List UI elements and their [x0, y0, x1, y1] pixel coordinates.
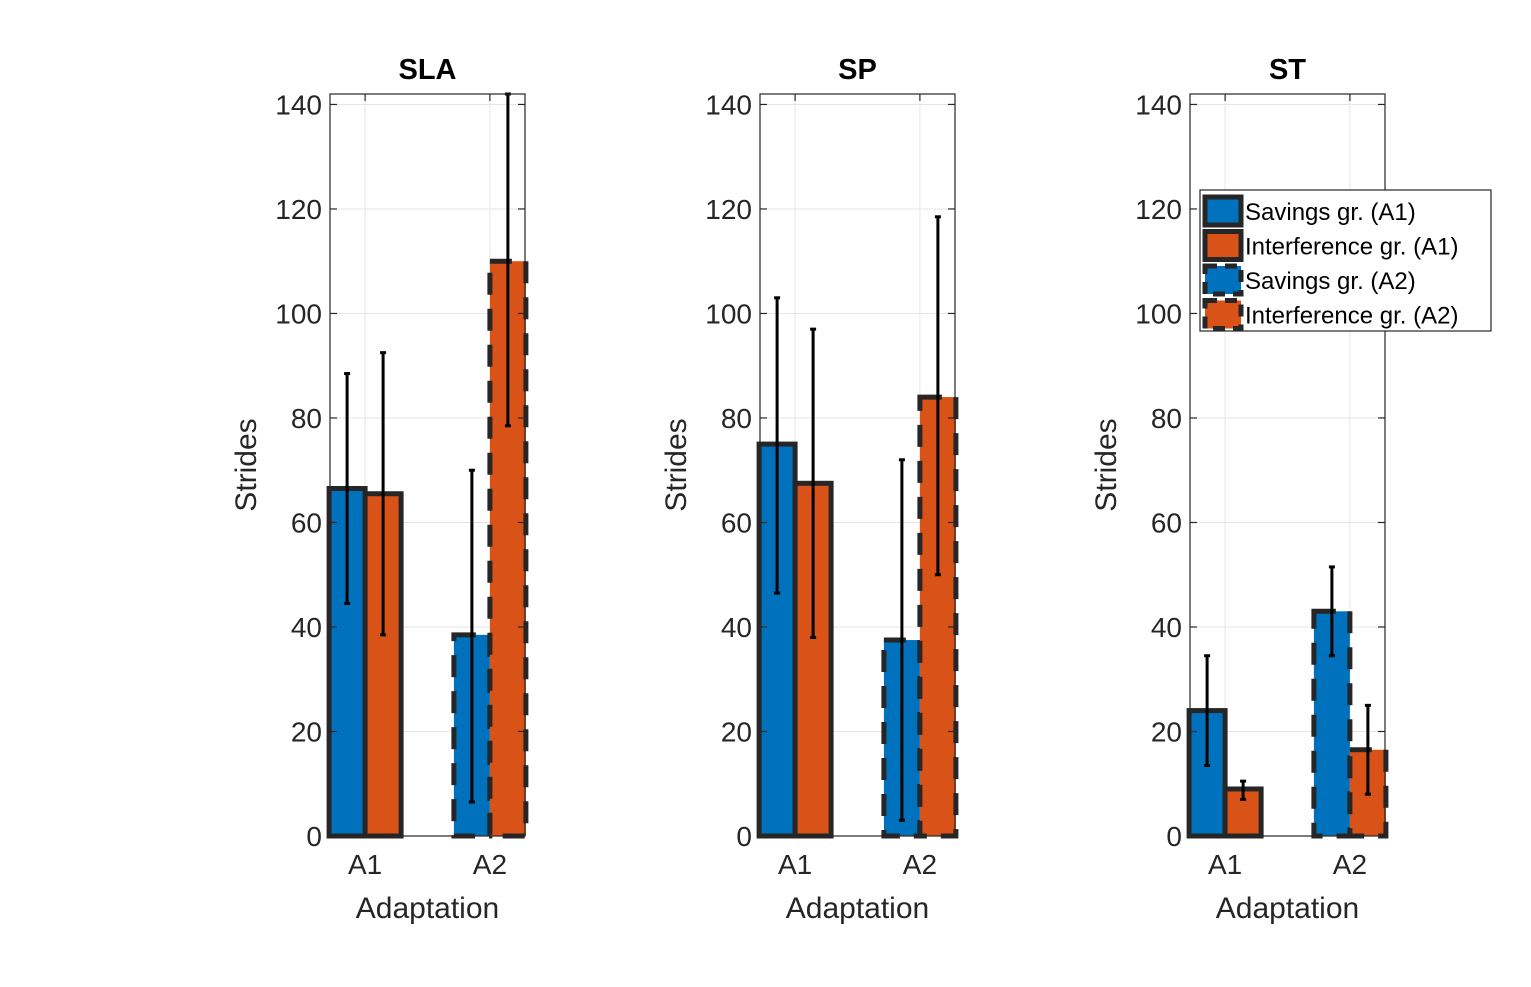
- y-tick-label: 80: [721, 403, 752, 434]
- y-axis-label: Strides: [660, 418, 693, 511]
- y-tick-label: 0: [306, 821, 322, 852]
- y-tick-label: 60: [721, 507, 752, 538]
- y-tick-label: 40: [721, 612, 752, 643]
- y-tick-label: 100: [275, 298, 322, 329]
- legend-label-3: Savings gr. (A2): [1245, 268, 1416, 295]
- y-tick-label: 80: [291, 403, 322, 434]
- y-tick-label: 120: [275, 194, 322, 225]
- x-axis-label: Adaptation: [786, 892, 929, 925]
- panel-sla: 0 20 40 60 80 100 120 140 A1 A2 SLA Adaptation Strid…: [230, 54, 529, 925]
- panel-st: 0 20 40 60 80 100 120 140 A1 A2 ST Adaptation Stride…: [1090, 54, 1389, 925]
- panel-title: ST: [1269, 54, 1306, 86]
- y-axis-label: Strides: [230, 418, 263, 511]
- y-tick-label: 140: [275, 89, 322, 120]
- y-axis-label: Strides: [1090, 418, 1123, 511]
- y-tick-label: 120: [1135, 194, 1182, 225]
- x-tick-label: A1: [1208, 849, 1242, 880]
- x-tick-label: A1: [778, 849, 812, 880]
- axes-box: [329, 93, 526, 837]
- x-tick-label: A2: [1333, 849, 1367, 880]
- y-tick-label: 40: [1151, 612, 1182, 643]
- legend-swatch-3: [1202, 263, 1244, 297]
- y-tick-label: 0: [1166, 821, 1182, 852]
- y-tick-label: 0: [736, 821, 752, 852]
- legend-swatch-4: [1202, 298, 1244, 331]
- legend-swatch-2: [1202, 229, 1244, 262]
- legend-label-2: Interference gr. (A1): [1245, 234, 1458, 261]
- y-tick-label: 60: [291, 507, 322, 538]
- axes-box: [1189, 93, 1386, 837]
- panel-title: SLA: [399, 54, 457, 86]
- legend-label-4: Interference gr. (A2): [1245, 303, 1458, 330]
- x-axis-label: Adaptation: [1216, 892, 1359, 925]
- legend-label-1: Savings gr. (A1): [1245, 199, 1416, 226]
- bar-interference-a1: [362, 491, 404, 839]
- y-tick-label: 100: [705, 298, 752, 329]
- legend-swatch-1: [1202, 194, 1244, 228]
- y-tick-label: 80: [1151, 403, 1182, 434]
- panel-sp: 0 20 40 60 80 100 120 140 A1 A2 SP Adaptation Stride…: [660, 54, 959, 925]
- panel-title: SP: [838, 54, 877, 86]
- y-tick-label: 40: [291, 612, 322, 643]
- x-tick-label: A2: [903, 849, 937, 880]
- axes-box: [759, 93, 956, 837]
- y-tick-label: 140: [705, 89, 752, 120]
- x-axis-label: Adaptation: [356, 892, 499, 925]
- y-tick-label: 120: [705, 194, 752, 225]
- x-tick-label: A1: [348, 849, 382, 880]
- legend-box: [1199, 189, 1492, 332]
- y-tick-label: 20: [1151, 716, 1182, 747]
- y-tick-label: 140: [1135, 89, 1182, 120]
- legend: Savings gr. (A1) Interference gr. (A1) Sav…: [1199, 189, 1492, 332]
- y-tick-label: 100: [1135, 298, 1182, 329]
- y-tick-label: 20: [721, 716, 752, 747]
- y-tick-label: 60: [1151, 507, 1182, 538]
- y-tick-label: 20: [291, 716, 322, 747]
- x-tick-label: A2: [473, 849, 507, 880]
